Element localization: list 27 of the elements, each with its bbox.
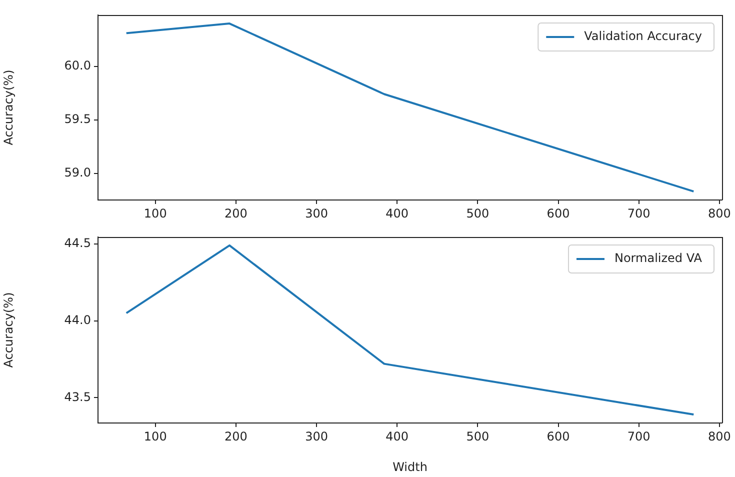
- legend-label: Validation Accuracy: [584, 29, 702, 44]
- x-tick-label: 100: [144, 429, 167, 444]
- y-tick-label: 59.0: [64, 165, 91, 180]
- x-tick-label: 200: [224, 206, 248, 220]
- legend-label: Normalized VA: [614, 251, 703, 266]
- x-tick-label: 400: [386, 429, 409, 444]
- x-axis-title: Width: [392, 460, 428, 474]
- x-tick-label: 300: [305, 429, 328, 444]
- y-tick-label: 44.0: [64, 312, 91, 327]
- y-tick-label: 44.5: [64, 236, 91, 250]
- y-tick-label: 60.0: [64, 58, 91, 72]
- x-tick-label: 600: [546, 206, 570, 220]
- x-tick-label: 500: [466, 429, 490, 444]
- y-axis-title: Accuracy(%): [1, 292, 16, 368]
- x-tick-label: 700: [627, 429, 650, 444]
- x-tick-label: 700: [627, 206, 650, 220]
- x-tick-label: 400: [386, 206, 409, 220]
- y-tick-label: 59.5: [64, 112, 91, 126]
- y-tick-label: 43.5: [64, 390, 91, 404]
- x-tick-label: 300: [305, 206, 328, 220]
- x-tick-label: 600: [546, 429, 570, 444]
- x-tick-label: 500: [466, 206, 490, 220]
- x-tick-label: 800: [708, 429, 731, 444]
- x-tick-label: 100: [144, 206, 167, 220]
- y-axis-title: Accuracy(%): [1, 70, 16, 146]
- x-tick-label: 800: [708, 206, 731, 220]
- x-tick-label: 200: [224, 429, 248, 444]
